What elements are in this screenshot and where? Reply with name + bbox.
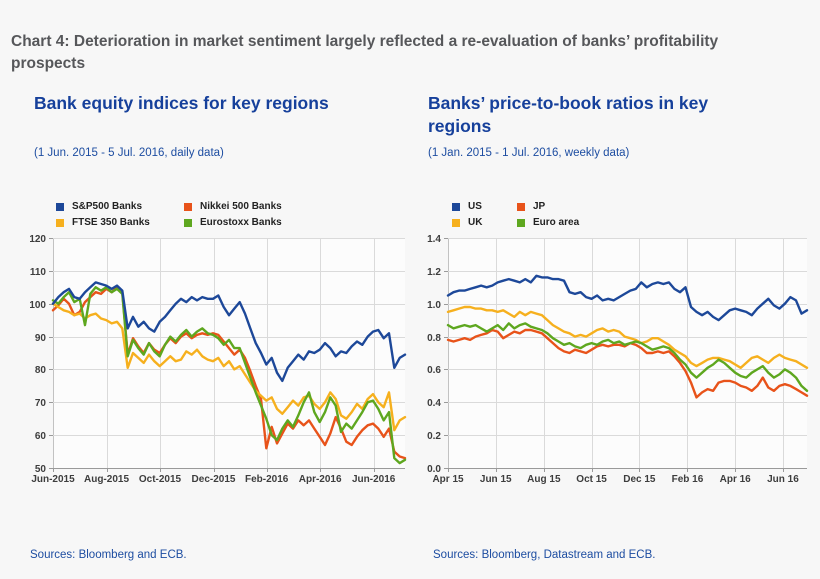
y-tick-label: 0.0 (427, 464, 441, 475)
x-tick-label: Feb 16 (672, 474, 704, 485)
y-tick-label: 1.2 (427, 267, 441, 278)
x-tick-label: Aug-2015 (84, 474, 129, 485)
right-chart-source: Sources: Bloomberg, Datastream and ECB. (433, 549, 656, 561)
legend-swatch-icon (184, 218, 192, 227)
legend-label: UK (468, 217, 483, 228)
x-tick-label: Jun-2015 (31, 474, 75, 485)
legend-label: Eurostoxx Banks (200, 217, 282, 228)
y-tick-label: 90 (35, 333, 47, 344)
series-line-s-p500-banks (51, 281, 407, 383)
series-line-uk (446, 305, 809, 370)
series-line-us (446, 274, 809, 322)
left-chart-source: Sources: Bloomberg and ECB. (30, 549, 187, 561)
x-tick-label: Oct 15 (576, 474, 607, 485)
legend-label: US (468, 201, 482, 212)
series-line-ftse-350-banks (51, 302, 407, 432)
x-tick-label: Aug 15 (527, 474, 561, 485)
x-tick-label: Jun-2016 (352, 474, 396, 485)
x-tick-label: Oct-2015 (139, 474, 182, 485)
plot-area (448, 238, 807, 468)
legend-item: Euro area (517, 216, 579, 229)
legend-item: S&P500 Banks (56, 200, 184, 213)
y-tick-label: 1.0 (427, 300, 441, 311)
legend-swatch-icon (452, 218, 460, 227)
y-tick-label: 70 (35, 398, 47, 409)
legend-label: Euro area (533, 217, 580, 228)
legend-swatch-icon (517, 218, 525, 227)
x-tick-label: Dec 15 (623, 474, 656, 485)
y-tick-label: 0.4 (427, 398, 441, 409)
y-tick-label: 0.8 (427, 333, 441, 344)
left-chart-legend: S&P500 Banks Nikkei 500 Banks FTSE 350 Ban… (56, 200, 282, 229)
right-chart-subtitle: (1 Jan. 2015 - 1 Jul. 2016, weekly data) (428, 147, 630, 159)
y-tick-label: 110 (30, 267, 47, 278)
y-tick-label: 120 (29, 234, 46, 245)
y-tick-label: 100 (29, 300, 46, 311)
plot-area (53, 238, 405, 468)
x-tick-label: Dec-2015 (192, 474, 236, 485)
legend-item: Eurostoxx Banks (184, 216, 282, 229)
legend-item: FTSE 350 Banks (56, 216, 184, 229)
x-tick-label: Feb-2016 (245, 474, 289, 485)
series-line-eurostoxx-banks (51, 286, 407, 465)
figure-title: Chart 4: Deterioration in market sentime… (11, 33, 719, 72)
legend-label: JP (533, 201, 546, 212)
x-tick-label: Apr-2016 (299, 474, 342, 485)
y-tick-label: 0.6 (427, 365, 441, 376)
legend-item: US (452, 200, 517, 213)
legend-swatch-icon (452, 202, 460, 211)
x-tick-label: Jun 15 (480, 474, 512, 485)
legend-swatch-icon (517, 202, 525, 211)
y-tick-label: 80 (35, 365, 47, 376)
y-tick-label: 50 (35, 464, 47, 475)
right-chart-legend: US JP UK Euro area (452, 200, 579, 229)
left-chart-subtitle: (1 Jun. 2015 - 5 Jul. 2016, daily data) (34, 147, 224, 159)
legend-label: Nikkei 500 Banks (200, 201, 282, 212)
x-tick-label: Apr 15 (432, 474, 464, 485)
x-tick-label: Jun 16 (767, 474, 799, 485)
left-chart-title: Bank equity indices for key regions (34, 93, 329, 113)
right-chart-plot: 0.0 0.2 0.4 0.6 0.8 1.0 1.2 1.4 Apr 15 Jun 15 Aug … (427, 234, 809, 485)
legend-item: JP (517, 200, 579, 213)
legend-swatch-icon (56, 218, 64, 227)
y-tick-label: 0.2 (427, 431, 441, 442)
x-tick-label: Apr 16 (720, 474, 752, 485)
series-line-euro-area (446, 322, 809, 393)
legend-item: UK (452, 216, 517, 229)
legend-label: FTSE 350 Banks (72, 217, 150, 228)
y-tick-label: 60 (35, 431, 47, 442)
right-chart-title: Banks’ price-to-book ratios in key regio… (428, 93, 709, 136)
left-chart-plot: 50 60 70 80 90 100 110 120 Jun-2015 Aug-2015 Oct-2… (29, 234, 407, 485)
legend-item: Nikkei 500 Banks (184, 200, 282, 213)
legend-label: S&P500 Banks (72, 201, 143, 212)
legend-swatch-icon (56, 202, 64, 211)
legend-swatch-icon (184, 202, 192, 211)
y-tick-label: 1.4 (427, 234, 441, 245)
